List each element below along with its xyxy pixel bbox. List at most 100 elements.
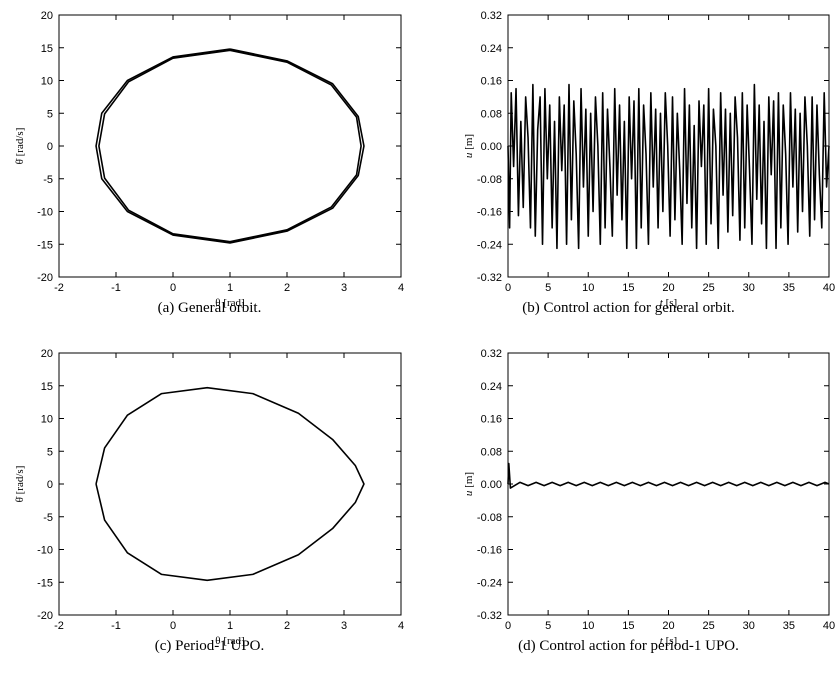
x-tick-label: 40 xyxy=(823,282,835,294)
y-tick-label: -0.24 xyxy=(477,577,502,589)
y-tick-label: 0 xyxy=(47,479,53,491)
x-tick-label: 3 xyxy=(341,620,347,632)
y-tick-label: 20 xyxy=(41,10,53,22)
series-line-0 xyxy=(95,386,365,582)
y-axis-label-unit: [m] xyxy=(463,472,475,491)
y-axis-label-unit: [m] xyxy=(463,134,475,153)
y-tick-label: -20 xyxy=(37,610,53,622)
panel-period1-upo: -2 -1 0 1 2 3 4 -20 -15 -10 -5 0 5 10 15 20 θ [rad] θ̇ [r… xyxy=(0,338,419,654)
x-tick-label: -2 xyxy=(54,620,64,632)
x-tick-label: 40 xyxy=(823,620,835,632)
y-tick-label: 5 xyxy=(47,446,53,458)
x-tick-label: 2 xyxy=(284,620,290,632)
y-tick-label: 15 xyxy=(41,381,53,393)
x-tick-label: 4 xyxy=(398,282,404,294)
x-tick-label: 0 xyxy=(505,620,511,632)
y-tick-label: 5 xyxy=(47,108,53,120)
x-axis-label-unit: [s] xyxy=(663,297,677,309)
x-tick-label: 2 xyxy=(284,282,290,294)
y-tick-label: 0.00 xyxy=(481,141,502,153)
x-tick-label: 5 xyxy=(545,282,551,294)
y-tick-label: -0.08 xyxy=(477,512,502,524)
x-tick-label: -1 xyxy=(111,282,121,294)
y-tick-label: -10 xyxy=(37,545,53,557)
y-tick-label: -0.32 xyxy=(477,610,502,622)
x-tick-label: -2 xyxy=(54,282,64,294)
y-tick-label: -0.16 xyxy=(477,545,502,557)
y-tick-label: 0.00 xyxy=(481,479,502,491)
y-tick-label: -0.16 xyxy=(477,207,502,219)
plot-frame xyxy=(58,14,402,278)
x-tick-label: 35 xyxy=(783,620,795,632)
y-tick-label: -15 xyxy=(37,577,53,589)
y-tick-label: 15 xyxy=(41,43,53,55)
caption-general-orbit: (a) General orbit. xyxy=(157,300,262,316)
panel-general-orbit: -2 -1 0 1 2 3 4 -20 -15 -10 -5 0 5 10 15 20 θ [rad] θ̇ [r… xyxy=(0,0,419,316)
y-tick-label: -5 xyxy=(43,512,53,524)
x-tick-label: 5 xyxy=(545,620,551,632)
x-tick-label: 30 xyxy=(743,282,755,294)
x-axis-label-variable: t xyxy=(660,297,664,309)
y-tick-label: -0.32 xyxy=(477,272,502,284)
series-line-0 xyxy=(507,83,830,250)
x-axis-label: θ [rad] xyxy=(215,635,244,647)
y-axis-label: θ̇ [rad/s] xyxy=(14,128,26,165)
x-tick-label: 0 xyxy=(170,620,176,632)
y-tick-label: 10 xyxy=(41,414,53,426)
time-plot-control-general-orbit: 0 5 10 15 20 25 30 35 40 -0.32 -0.24 -0.16 -0.08 0.00… xyxy=(463,10,835,309)
y-tick-label: -5 xyxy=(43,174,53,186)
x-tick-label: 30 xyxy=(743,620,755,632)
x-tick-label: 15 xyxy=(622,620,634,632)
plot-frame xyxy=(58,352,402,616)
time-plot-control-period1-upo: 0 5 10 15 20 25 30 35 40 -0.32 -0.24 -0.16 -0.08 0.00… xyxy=(463,348,835,647)
x-tick-label: 20 xyxy=(662,282,674,294)
x-tick-label: 4 xyxy=(398,620,404,632)
y-tick-label: -10 xyxy=(37,207,53,219)
y-tick-label: -0.24 xyxy=(477,239,502,251)
y-tick-label: -0.08 xyxy=(477,174,502,186)
series-line-0 xyxy=(507,462,830,489)
y-tick-label: 0.16 xyxy=(481,414,502,426)
y-tick-label: 0.08 xyxy=(481,446,502,458)
y-tick-label: -20 xyxy=(37,272,53,284)
x-axis-label: t [s] xyxy=(660,635,677,647)
y-axis-label: θ̇ [rad/s] xyxy=(14,466,26,503)
x-axis-label-unit: [s] xyxy=(663,635,677,647)
y-tick-label: 0.24 xyxy=(481,43,502,55)
y-tick-label: 20 xyxy=(41,348,53,360)
y-tick-label: 0.16 xyxy=(481,76,502,88)
y-tick-label: 0.08 xyxy=(481,108,502,120)
x-axis-label: θ [rad] xyxy=(215,297,244,309)
x-tick-label: 0 xyxy=(170,282,176,294)
x-tick-label: 1 xyxy=(227,282,233,294)
panel-control-period1-upo: 0 5 10 15 20 25 30 35 40 -0.32 -0.24 -0.16 -0.08 0.00… xyxy=(419,338,838,654)
x-tick-label: 10 xyxy=(582,282,594,294)
y-tick-label: 0.32 xyxy=(481,10,502,22)
y-axis-label: u [m] xyxy=(463,472,475,496)
x-tick-label: 15 xyxy=(622,282,634,294)
x-tick-label: 0 xyxy=(505,282,511,294)
y-tick-label: 0.24 xyxy=(481,381,502,393)
caption-period1-upo: (c) Period-1 UPO. xyxy=(154,638,265,654)
x-tick-label: -1 xyxy=(111,620,121,632)
x-tick-label: 3 xyxy=(341,282,347,294)
y-tick-label: -15 xyxy=(37,239,53,251)
x-tick-label: 25 xyxy=(703,620,715,632)
x-tick-label: 1 xyxy=(227,620,233,632)
caption-control-general-orbit: (b) Control action for general orbit. xyxy=(522,300,735,316)
panel-control-general-orbit: 0 5 10 15 20 25 30 35 40 -0.32 -0.24 -0.16 -0.08 0.00… xyxy=(419,0,838,316)
y-tick-label: 10 xyxy=(41,76,53,88)
series-line-0 xyxy=(95,48,365,244)
x-tick-label: 35 xyxy=(783,282,795,294)
caption-control-period1-upo: (d) Control action for period-1 UPO. xyxy=(518,638,739,654)
x-tick-label: 25 xyxy=(703,282,715,294)
series-line-1 xyxy=(98,49,362,243)
y-tick-label: 0 xyxy=(47,141,53,153)
x-axis-label-variable: t xyxy=(660,635,664,647)
x-tick-label: 20 xyxy=(662,620,674,632)
y-tick-label: 0.32 xyxy=(481,348,502,360)
y-axis-label: u [m] xyxy=(463,134,475,158)
y-axis-label-variable: u xyxy=(463,490,475,496)
